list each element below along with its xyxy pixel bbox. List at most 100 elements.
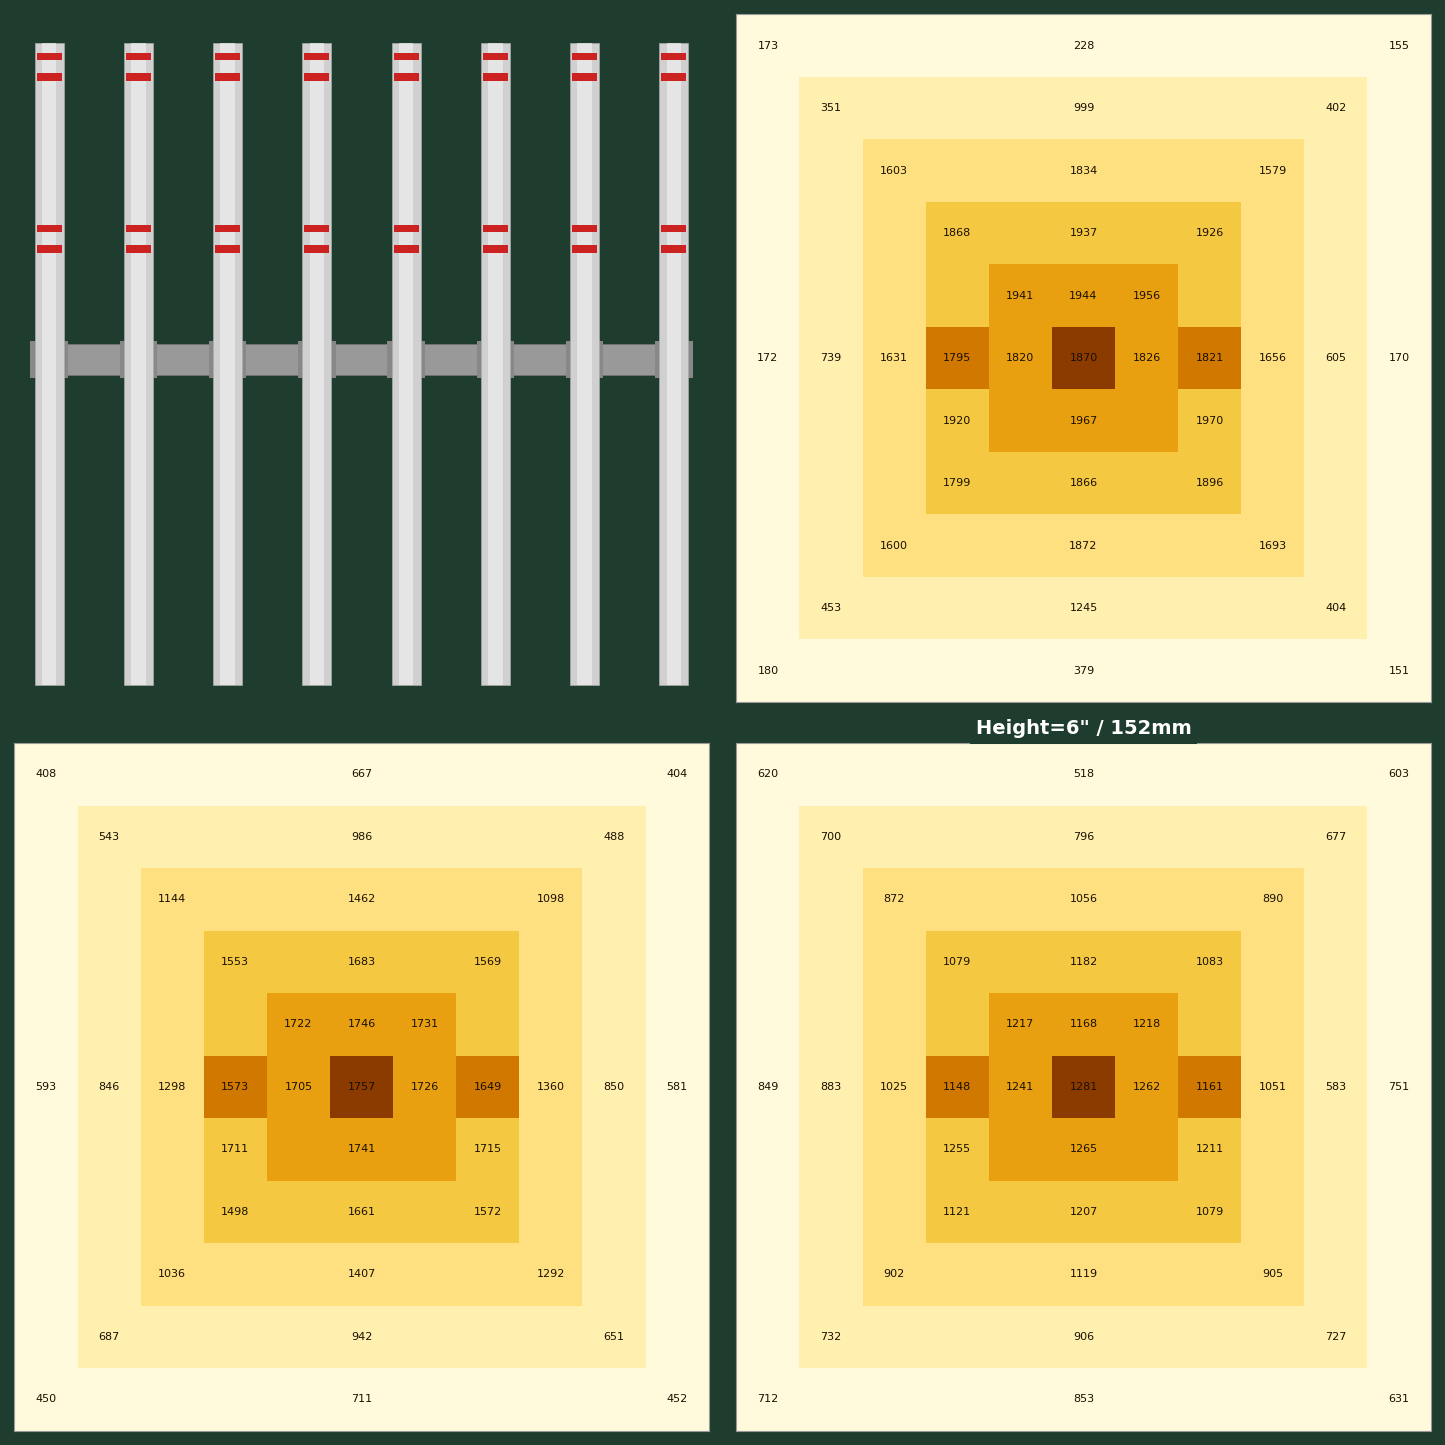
Bar (329, 1056, 393, 1118)
Text: 846: 846 (98, 1082, 120, 1092)
Text: 1245: 1245 (1069, 603, 1098, 613)
Text: 450: 450 (36, 1394, 56, 1405)
Bar (1052, 327, 1116, 389)
Text: Height=6" / 152mm: Height=6" / 152mm (975, 720, 1191, 738)
Text: 1121: 1121 (944, 1207, 971, 1217)
Bar (988, 264, 1178, 452)
Text: 667: 667 (351, 769, 373, 779)
Bar (799, 77, 1367, 639)
Text: 1937: 1937 (1069, 228, 1098, 238)
Text: 1956: 1956 (1133, 290, 1160, 301)
Text: 732: 732 (821, 1332, 841, 1342)
Bar (572, 53, 597, 61)
Text: 1083: 1083 (1195, 957, 1224, 967)
Text: 1211: 1211 (1195, 1144, 1224, 1155)
Bar (131, 43, 146, 685)
Text: 1944: 1944 (1069, 290, 1098, 301)
Text: 1705: 1705 (285, 1082, 312, 1092)
Bar (571, 43, 600, 685)
Text: 1218: 1218 (1133, 1019, 1160, 1029)
Text: 1265: 1265 (1069, 1144, 1098, 1155)
Text: 1795: 1795 (944, 353, 971, 363)
Bar (659, 43, 688, 685)
Bar (126, 246, 150, 253)
Text: 1025: 1025 (880, 1082, 909, 1092)
Bar (35, 43, 64, 685)
Text: 1656: 1656 (1259, 353, 1287, 363)
Bar (666, 43, 681, 685)
Bar (799, 806, 1367, 1368)
Text: 850: 850 (604, 1082, 624, 1092)
Text: 228: 228 (1072, 40, 1094, 51)
Text: 1079: 1079 (1195, 1207, 1224, 1217)
Text: 452: 452 (666, 1394, 688, 1405)
Bar (126, 74, 150, 81)
Text: 1161: 1161 (1195, 1082, 1224, 1092)
Bar (1052, 1056, 1116, 1118)
Text: 1144: 1144 (158, 894, 186, 905)
Bar (483, 246, 507, 253)
Text: 1262: 1262 (1133, 1082, 1160, 1092)
Bar (393, 224, 419, 233)
Text: 180: 180 (757, 666, 779, 676)
Text: 1683: 1683 (347, 957, 376, 967)
Text: 1281: 1281 (1069, 1082, 1098, 1092)
Bar (267, 993, 457, 1181)
Bar (302, 43, 331, 685)
Text: 1207: 1207 (1069, 1207, 1098, 1217)
Text: 1746: 1746 (347, 1019, 376, 1029)
Bar (309, 43, 324, 685)
Bar (140, 868, 582, 1306)
Bar (863, 139, 1305, 577)
Text: 583: 583 (1325, 1082, 1347, 1092)
Bar (393, 246, 419, 253)
Text: 1572: 1572 (474, 1207, 501, 1217)
Bar (36, 74, 62, 81)
Bar (393, 53, 419, 61)
Bar (210, 341, 247, 379)
Bar (655, 341, 692, 379)
Text: 1731: 1731 (410, 1019, 439, 1029)
Text: 1896: 1896 (1195, 478, 1224, 488)
Bar (926, 327, 1241, 389)
Text: 1926: 1926 (1195, 228, 1224, 238)
Text: 1941: 1941 (1006, 290, 1035, 301)
Bar (926, 202, 1241, 514)
Bar (36, 53, 62, 61)
Text: 796: 796 (1072, 832, 1094, 842)
Text: 605: 605 (1325, 353, 1347, 363)
Bar (988, 264, 1178, 452)
Bar (215, 224, 240, 233)
Text: 751: 751 (1389, 1082, 1409, 1092)
Text: 1649: 1649 (474, 1082, 501, 1092)
Text: 404: 404 (1325, 603, 1347, 613)
Text: 1834: 1834 (1069, 166, 1098, 176)
Bar (212, 43, 243, 685)
Bar (126, 53, 150, 61)
Text: 1553: 1553 (221, 957, 250, 967)
Text: 408: 408 (35, 769, 56, 779)
Bar (126, 224, 150, 233)
Text: 620: 620 (757, 769, 779, 779)
Text: 1569: 1569 (474, 957, 501, 967)
Text: 1631: 1631 (880, 353, 907, 363)
Bar (572, 74, 597, 81)
Text: 700: 700 (821, 832, 841, 842)
Text: 631: 631 (1389, 1394, 1409, 1405)
Text: 1741: 1741 (347, 1144, 376, 1155)
Text: 581: 581 (666, 1082, 688, 1092)
Text: 1573: 1573 (221, 1082, 250, 1092)
Text: 1462: 1462 (347, 894, 376, 905)
Text: 1820: 1820 (1006, 353, 1035, 363)
Text: 1098: 1098 (536, 894, 565, 905)
Text: 890: 890 (1261, 894, 1283, 905)
Text: 1799: 1799 (944, 478, 971, 488)
Text: 404: 404 (666, 769, 688, 779)
Bar (305, 224, 329, 233)
Text: 1868: 1868 (944, 228, 971, 238)
Text: 1757: 1757 (347, 1082, 376, 1092)
Text: 853: 853 (1072, 1394, 1094, 1405)
Bar (572, 246, 597, 253)
Text: 1693: 1693 (1259, 540, 1287, 551)
Bar (926, 1056, 1241, 1118)
